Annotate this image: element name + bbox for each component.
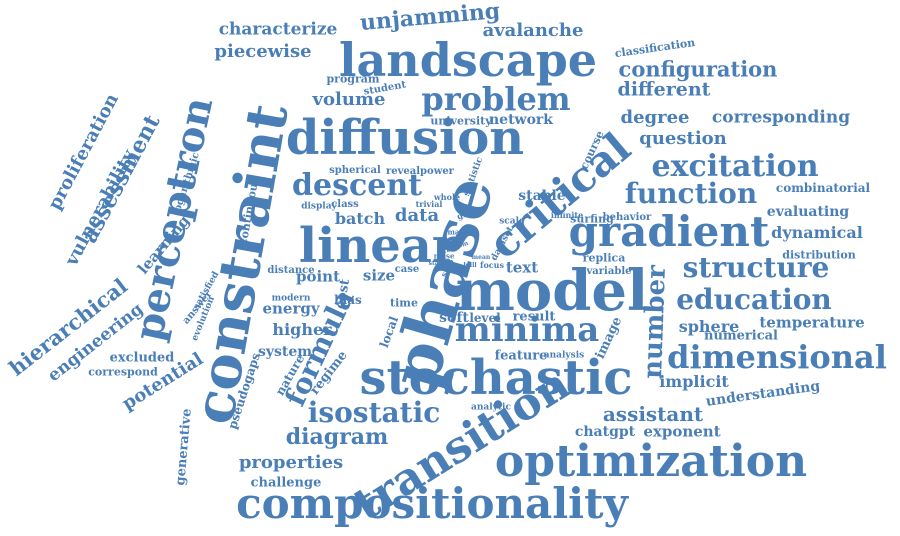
word-different: different bbox=[617, 78, 711, 101]
word-corresponding: corresponding bbox=[711, 107, 851, 128]
word-generative: generative bbox=[173, 407, 195, 487]
word-landscape: landscape bbox=[338, 33, 598, 87]
word-gradient: gradient bbox=[568, 207, 770, 256]
word-higher: higher bbox=[272, 320, 332, 339]
word-isostatic: isostatic bbox=[307, 396, 441, 429]
word-avalanche: avalanche bbox=[482, 20, 584, 41]
word-problem: problem bbox=[421, 80, 571, 118]
word-combinatorial: combinatorial bbox=[775, 181, 871, 195]
word-feature: feature bbox=[494, 348, 548, 364]
word-model: model bbox=[455, 258, 649, 324]
word-result: result bbox=[512, 309, 556, 325]
word-structure: structure bbox=[682, 251, 830, 284]
word-descent: descent bbox=[292, 168, 422, 203]
word-exponent: exponent bbox=[643, 422, 721, 441]
word-excluded: excluded bbox=[109, 350, 175, 366]
word-minima: minima bbox=[454, 310, 600, 350]
word-data: data bbox=[394, 205, 440, 226]
word-power: power bbox=[420, 166, 454, 177]
word-batch: batch bbox=[334, 209, 386, 228]
word-variable: variable bbox=[586, 266, 632, 277]
word-energy: energy bbox=[262, 299, 320, 318]
word-dimensional: dimensional bbox=[667, 338, 887, 376]
word-soft: soft bbox=[439, 310, 469, 326]
word-optimization: optimization bbox=[494, 436, 808, 487]
word-distance: distance bbox=[267, 265, 315, 276]
word-properties: properties bbox=[238, 452, 344, 473]
word-chatgpt: chatgpt bbox=[574, 424, 636, 440]
word-linear: linear bbox=[298, 218, 458, 274]
word-piecewise: piecewise bbox=[214, 41, 312, 62]
word-number: number bbox=[638, 264, 672, 380]
word-characterize: characterize bbox=[218, 19, 338, 40]
word-behavior: behavior bbox=[602, 212, 652, 223]
word-education: education bbox=[676, 283, 832, 316]
word-level: level bbox=[469, 311, 501, 325]
word-challenge: challenge bbox=[250, 475, 322, 491]
word-university: university bbox=[430, 114, 492, 128]
word-many: many bbox=[447, 227, 469, 237]
word-unjamming: unjamming bbox=[358, 0, 502, 37]
word-program: program bbox=[326, 72, 380, 86]
word-spherical: spherical bbox=[329, 165, 381, 176]
word-reveal: reveal bbox=[385, 166, 421, 177]
word-degree: degree bbox=[620, 107, 690, 128]
word-analytic: analytic bbox=[471, 402, 511, 413]
word-distribution: distribution bbox=[782, 248, 856, 262]
word-implicit: implicit bbox=[659, 372, 729, 391]
word-mean: mean bbox=[471, 254, 491, 261]
word-surfing: surfing bbox=[570, 212, 614, 226]
word-scale: scale bbox=[499, 216, 525, 227]
word-bias: bias bbox=[334, 293, 362, 307]
word-configuration: configuration bbox=[618, 56, 778, 82]
word-point: point bbox=[295, 267, 341, 286]
word-size: size bbox=[362, 266, 396, 285]
word-dynamical: dynamical bbox=[771, 223, 863, 242]
word-stable: stable bbox=[518, 188, 566, 204]
word-hull: hull bbox=[463, 262, 477, 269]
word-volume: volume bbox=[312, 89, 386, 110]
word-analysis: analysis bbox=[543, 350, 585, 361]
word-stochastic: stochastic bbox=[359, 350, 633, 406]
word-excitation: excitation bbox=[651, 149, 819, 184]
word-noise: noise bbox=[433, 251, 455, 261]
word-evaluating: evaluating bbox=[766, 204, 850, 220]
word-replica: replica bbox=[582, 251, 626, 265]
word-numerical: numerical bbox=[704, 328, 778, 344]
word-whole: whole bbox=[433, 192, 461, 202]
word-trivial: trivial bbox=[415, 199, 443, 209]
word-temperature: temperature bbox=[759, 313, 865, 332]
word-network: network bbox=[488, 112, 554, 128]
word-time: time bbox=[390, 296, 418, 310]
word-diffusion: diffusion bbox=[285, 110, 525, 166]
word-function: function bbox=[624, 177, 758, 210]
word-assistant: assistant bbox=[602, 402, 704, 426]
word-modern: modern bbox=[271, 293, 311, 304]
word-system: system bbox=[257, 344, 313, 360]
word-question: question bbox=[639, 128, 727, 149]
word-sphere: sphere bbox=[678, 317, 740, 336]
word-state: state bbox=[428, 260, 446, 267]
word-focus: focus bbox=[480, 260, 504, 270]
word-class: class bbox=[331, 199, 359, 210]
word-compositionality: compositionality bbox=[236, 479, 628, 528]
word-text: text bbox=[505, 258, 539, 277]
word-display: display bbox=[301, 201, 337, 212]
word-diagram: diagram bbox=[285, 424, 389, 450]
word-infinite: infinite bbox=[550, 210, 584, 220]
word-correspond: correspond bbox=[88, 365, 158, 379]
word-case: case bbox=[394, 264, 420, 275]
